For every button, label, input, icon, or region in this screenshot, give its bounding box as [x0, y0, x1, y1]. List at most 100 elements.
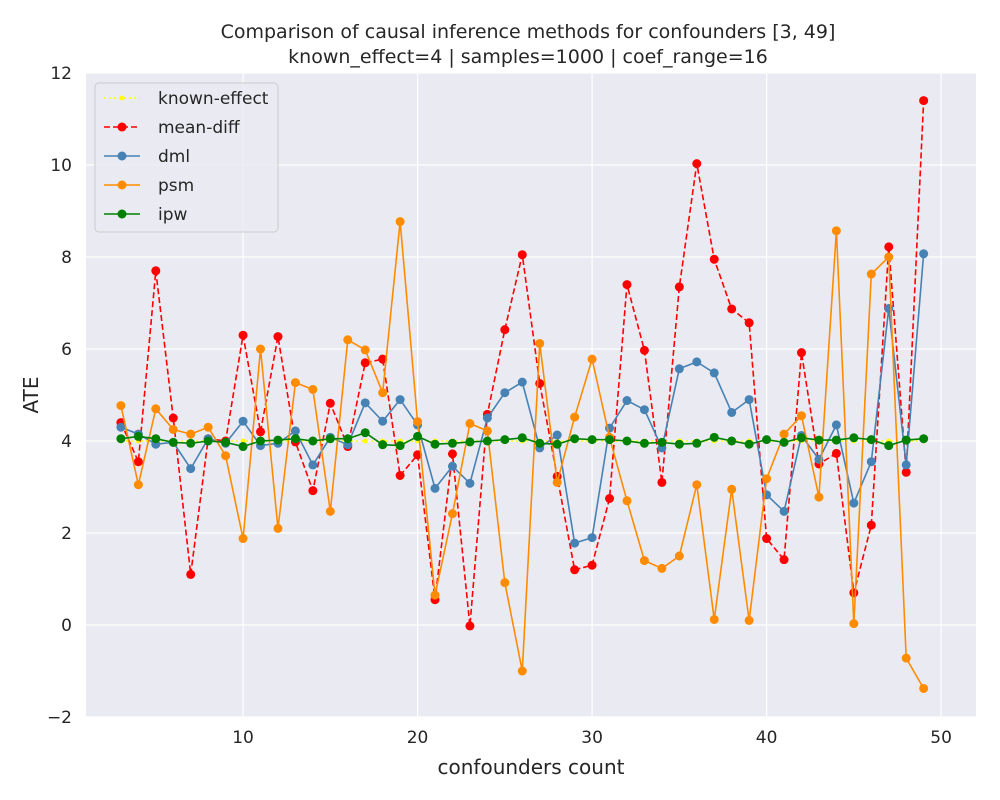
data-point-ipw — [674, 439, 684, 449]
data-point-mean-diff — [308, 486, 318, 496]
data-point-psm — [727, 484, 737, 494]
grid — [86, 72, 976, 718]
y-tick-label: 4 — [61, 432, 72, 452]
legend-item-dml: dml — [104, 147, 190, 167]
data-point-ipw — [657, 437, 667, 447]
data-point-ipw — [168, 437, 178, 447]
x-tick-label: 40 — [756, 728, 778, 748]
data-point-ipw — [587, 435, 597, 445]
data-point-ipw — [360, 428, 370, 438]
data-point-psm — [186, 429, 196, 439]
tick-labels: 10 20 30 40 50 −2 0 2 4 6 8 10 12 — [47, 64, 952, 748]
data-point-mean-diff — [796, 348, 806, 358]
data-point-ipw — [919, 434, 929, 444]
data-point-psm — [151, 404, 161, 414]
data-point-ipw — [692, 438, 702, 448]
data-point-mean-diff — [587, 560, 597, 570]
data-point-ipw — [622, 436, 632, 446]
data-point-ipw — [203, 436, 213, 446]
data-point-mean-diff — [866, 520, 876, 530]
data-point-mean-diff — [692, 159, 702, 169]
data-point-psm — [465, 419, 475, 429]
data-point-dml — [570, 538, 580, 548]
data-point-ipw — [186, 438, 196, 448]
data-point-psm — [587, 354, 597, 364]
data-point-ipw — [884, 441, 894, 451]
data-point-ipw — [779, 437, 789, 447]
data-point-dml — [360, 398, 370, 408]
x-tick-label: 50 — [930, 728, 952, 748]
data-point-dml — [692, 357, 702, 367]
data-point-psm — [570, 412, 580, 422]
data-point-mean-diff — [325, 398, 335, 408]
data-point-ipw — [378, 440, 388, 450]
x-axis-label: confounders count — [438, 755, 625, 779]
data-point-mean-diff — [639, 345, 649, 355]
data-point-psm — [325, 506, 335, 516]
data-point-ipw — [727, 436, 737, 446]
data-point-dml — [552, 430, 562, 440]
legend-marker — [117, 151, 127, 161]
data-point-ipw — [866, 435, 876, 445]
data-point-ipw — [325, 434, 335, 444]
data-point-mean-diff — [622, 280, 632, 290]
data-point-mean-diff — [273, 332, 283, 342]
y-tick-label: 6 — [61, 340, 72, 360]
data-point-ipw — [308, 436, 318, 446]
legend-item-ipw: ipw — [104, 205, 188, 225]
data-point-psm — [831, 226, 841, 236]
data-point-psm — [290, 378, 300, 388]
series-ipw — [116, 428, 929, 452]
legend-marker — [117, 180, 127, 190]
data-point-mean-diff — [395, 471, 405, 480]
legend-marker — [117, 122, 127, 132]
data-point-mean-diff — [762, 534, 772, 544]
legend-label: psm — [158, 176, 194, 196]
data-point-ipw — [430, 439, 440, 449]
y-tick-label: −2 — [47, 708, 72, 728]
data-point-psm — [657, 563, 667, 573]
chart-title: Comparison of causal inference methods f… — [221, 21, 836, 43]
data-point-mean-diff — [674, 282, 684, 292]
series-psm — [116, 217, 929, 693]
data-point-dml — [116, 422, 126, 432]
data-point-dml — [709, 368, 719, 378]
data-point-psm — [796, 411, 806, 421]
data-point-psm — [919, 683, 929, 693]
data-point-psm — [308, 384, 318, 394]
data-point-psm — [482, 426, 492, 436]
data-point-mean-diff — [186, 569, 196, 579]
legend-label: known-effect — [158, 89, 269, 109]
data-point-ipw — [535, 438, 545, 448]
data-point-mean-diff — [727, 304, 737, 314]
data-point-psm — [622, 496, 632, 506]
data-point-psm — [116, 401, 126, 411]
data-point-dml — [727, 407, 737, 417]
data-point-ipw — [256, 436, 266, 446]
data-point-mean-diff — [413, 450, 423, 460]
data-point-psm — [866, 269, 876, 279]
data-point-dml — [622, 396, 632, 406]
data-point-mean-diff — [709, 254, 719, 264]
data-point-ipw — [290, 434, 300, 444]
data-point-mean-diff — [238, 330, 248, 340]
data-point-mean-diff — [901, 467, 911, 477]
data-point-psm — [221, 451, 231, 461]
data-point-ipw — [605, 435, 615, 445]
data-point-psm — [884, 252, 894, 262]
data-point-mean-diff — [884, 242, 894, 252]
legend-marker — [117, 209, 127, 219]
data-point-psm — [343, 335, 353, 345]
data-point-psm — [168, 425, 178, 434]
data-point-ipw — [796, 433, 806, 443]
data-point-mean-diff — [465, 621, 475, 631]
data-point-mean-diff — [535, 379, 545, 388]
series-dml — [116, 249, 929, 548]
legend-label: ipw — [158, 205, 188, 225]
data-point-ipw — [151, 434, 161, 444]
data-point-dml — [430, 483, 440, 493]
data-point-dml — [831, 420, 841, 430]
chart-subtitle: known_effect=4 | samples=1000 | coef_ran… — [288, 46, 768, 68]
data-point-psm — [378, 388, 388, 398]
data-point-ipw — [849, 433, 859, 443]
